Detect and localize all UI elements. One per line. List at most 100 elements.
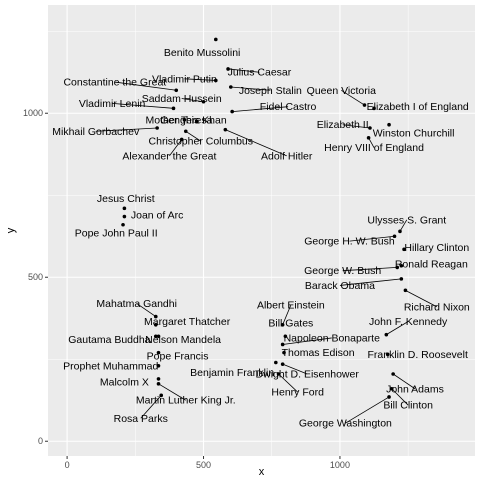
data-point: [229, 85, 233, 89]
label-connector: [225, 129, 287, 157]
point-label: Vladimir Lenin: [79, 98, 146, 110]
data-point: [283, 334, 288, 339]
point-label: Martin Luther King Jr.: [136, 395, 236, 407]
data-point: [183, 129, 188, 134]
data-point: [156, 377, 161, 381]
label-connector: [184, 78, 216, 81]
data-point: [391, 372, 395, 376]
x-tick-label: 1000: [330, 460, 350, 470]
point-label: Alexander the Great: [122, 150, 216, 162]
point-label: George Washington: [299, 418, 392, 430]
point-label: George H. W. Bush: [304, 236, 395, 248]
x-axis-title: x: [259, 466, 265, 478]
data-point: [280, 323, 285, 327]
data-point: [389, 386, 394, 391]
data-point: [156, 382, 161, 386]
point-label: Vladimir Putin: [152, 73, 217, 85]
point-label: Saddam Hussein: [142, 93, 222, 105]
point-label: Napoleon Bonaparte: [284, 332, 380, 344]
point-label: John F. Kennedy: [369, 316, 448, 328]
point-label: Pope Francis: [147, 350, 209, 362]
label-connector: [399, 219, 408, 232]
point-label: Joan of Arc: [131, 209, 184, 221]
point-label: Benjamin Franklin: [190, 367, 274, 379]
data-point: [362, 103, 367, 107]
label-connector: [391, 388, 409, 406]
data-point: [395, 265, 400, 270]
point-label: Prophet Muhammad: [63, 360, 158, 372]
data-point: [403, 288, 408, 293]
point-label: Mikhail Gorbachev: [52, 126, 140, 138]
point-label: John Adams: [386, 383, 444, 395]
label-connector: [140, 395, 162, 419]
data-point: [156, 334, 161, 339]
data-point: [213, 78, 218, 83]
label-connector: [345, 396, 390, 424]
data-point: [399, 277, 404, 281]
data-point: [174, 88, 179, 93]
data-points: [121, 37, 408, 399]
data-point: [226, 67, 230, 71]
data-point: [387, 122, 391, 127]
label-connector: [339, 278, 402, 286]
data-point: [230, 109, 234, 114]
data-point: [280, 342, 285, 347]
point-label: Ronald Reagan: [395, 259, 468, 271]
point-label: Gautama Buddha: [68, 334, 150, 346]
point-label: Genghis Khan: [160, 114, 227, 126]
label-connector: [169, 139, 183, 157]
y-tick-label: 500: [28, 272, 43, 282]
point-label: Albert Einstein: [257, 300, 325, 312]
data-point: [159, 393, 164, 398]
point-label: Christopher Columbus: [149, 136, 253, 148]
data-point: [387, 395, 391, 399]
point-label: Mother Teresa: [145, 114, 212, 126]
point-label: Benito Mussolini: [164, 47, 240, 59]
label-connector: [405, 290, 437, 308]
label-connector: [342, 124, 371, 129]
data-point: [179, 137, 184, 142]
point-label: Jesus Christ: [97, 193, 155, 205]
point-label: Mahatma Gandhi: [96, 298, 177, 310]
point-label: Henry VIII of England: [324, 142, 424, 154]
data-point: [384, 332, 389, 337]
data-point: [182, 118, 187, 122]
data-point: [368, 126, 372, 130]
data-point: [122, 206, 127, 211]
point-label: Julius Caesar: [228, 67, 292, 79]
label-connector: [282, 363, 308, 375]
point-label: Dwight D. Eisenhower: [256, 369, 360, 381]
point-labels: Benito Mussolini Julius Caesar Vladimir Pu…: [52, 47, 470, 430]
axis-ticks: 0 500 1000 0 500 1000: [23, 108, 350, 470]
label-connector: [232, 106, 289, 112]
data-point: [153, 334, 158, 339]
point-label: Winston Churchill: [373, 127, 455, 139]
data-point: [276, 372, 281, 376]
data-point: [274, 360, 278, 365]
point-label: Queen Victoria: [307, 85, 376, 97]
data-point: [156, 350, 161, 355]
point-label: Joseph Stalin: [239, 85, 302, 97]
x-tick-label: 0: [65, 460, 70, 470]
data-point: [213, 37, 218, 42]
point-label: Fidel Castro: [260, 101, 317, 113]
data-point: [153, 314, 158, 319]
data-point: [385, 352, 390, 357]
label-connectors: [95, 68, 437, 424]
data-point: [398, 229, 402, 234]
label-connector: [230, 86, 271, 91]
data-point: [194, 119, 199, 124]
label-connector: [136, 303, 156, 317]
label-connector: [112, 103, 174, 109]
label-connector: [368, 137, 375, 148]
x-tick-label: 500: [196, 460, 211, 470]
label-connector: [181, 98, 204, 103]
label-connector: [95, 127, 158, 132]
label-connector: [342, 267, 398, 272]
point-label: Rosa Parks: [114, 413, 168, 425]
point-label: George W. Bush: [304, 265, 381, 277]
point-label: Nelson Mandela: [145, 334, 221, 346]
label-connector: [282, 337, 332, 345]
point-label: Franklin D. Roosevelt: [368, 349, 468, 361]
